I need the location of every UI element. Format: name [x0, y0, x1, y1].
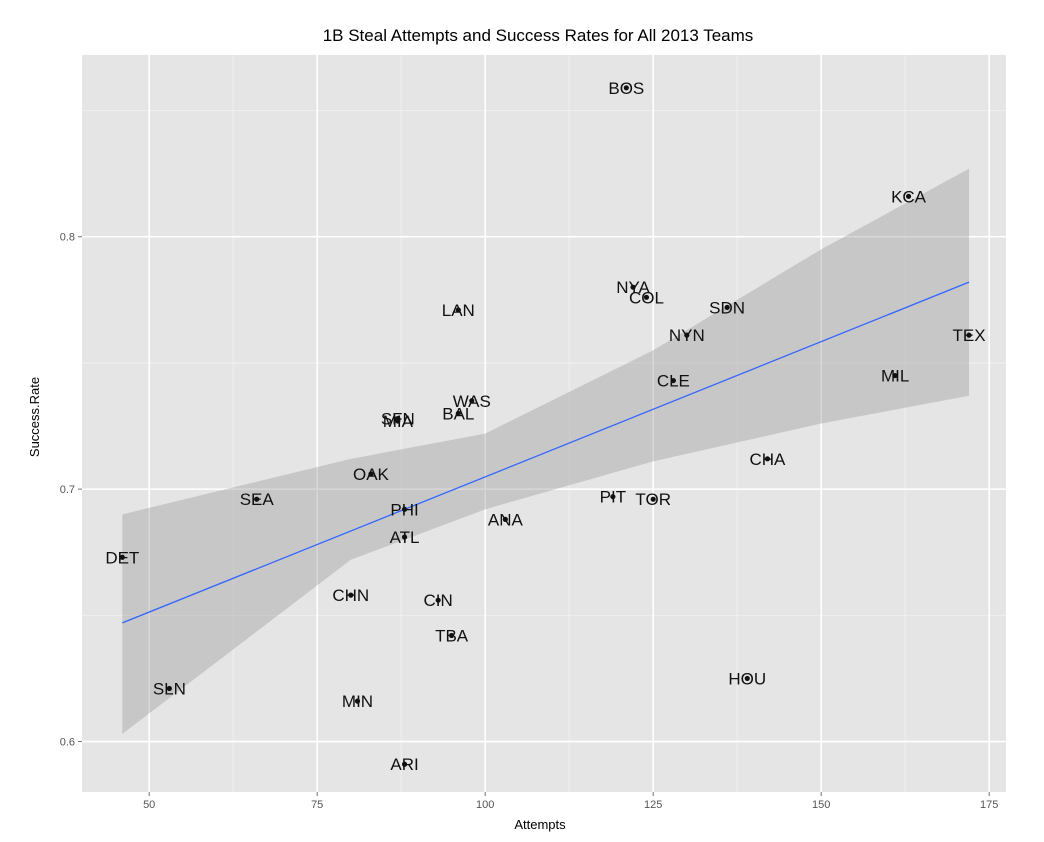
team-label: TBA — [435, 627, 469, 646]
y-tick-label: 0.6 — [60, 737, 75, 749]
y-tick-label: 0.7 — [60, 484, 75, 496]
data-point — [905, 193, 912, 199]
data-point — [354, 698, 361, 704]
data-point — [724, 304, 730, 310]
team-label: CIN — [424, 591, 453, 610]
data-point — [744, 675, 750, 682]
team-label: COL — [629, 288, 664, 307]
data-point — [469, 398, 475, 404]
data-point — [670, 377, 676, 384]
x-tick-label: 75 — [311, 799, 323, 811]
data-point — [395, 418, 401, 424]
team-label: SEA — [240, 490, 275, 509]
data-point — [401, 506, 408, 512]
confidence-band — [122, 168, 970, 734]
team-label: MIL — [881, 367, 909, 386]
team-label: ARI — [390, 755, 418, 774]
data-point — [368, 471, 374, 477]
team-label: NYA — [616, 278, 650, 297]
data-point — [650, 496, 656, 502]
x-tick-label: 50 — [143, 799, 155, 811]
data-point — [455, 307, 461, 313]
team-label: DET — [105, 548, 139, 567]
team-label: LAN — [442, 301, 475, 320]
team-label: KCA — [891, 187, 927, 206]
x-tick-label: 150 — [812, 799, 830, 811]
data-point — [630, 284, 636, 290]
team-label: CHA — [749, 450, 786, 469]
x-tick-label: 175 — [980, 799, 998, 811]
x-tick-label: 125 — [644, 799, 662, 811]
team-label: BOS — [608, 79, 644, 98]
team-label: CLE — [657, 372, 690, 391]
team-label: CHN — [332, 586, 369, 605]
team-label: BAL — [442, 404, 474, 423]
y-tick-label: 0.8 — [60, 232, 75, 244]
team-label: WAS — [453, 392, 491, 411]
team-label: TOR — [635, 490, 671, 509]
panel-background — [82, 55, 1006, 792]
team-label: PIT — [600, 488, 626, 507]
x-axis-title: Attempts — [514, 817, 566, 832]
data-point — [623, 85, 629, 91]
team-label: HOU — [728, 669, 766, 688]
data-point — [892, 372, 898, 379]
data-point — [449, 632, 455, 639]
data-point — [348, 592, 354, 598]
team-label: OAK — [353, 465, 390, 484]
trend-line — [122, 281, 970, 624]
data-point — [610, 494, 616, 500]
data-point — [502, 516, 508, 523]
data-point — [119, 554, 125, 560]
data-point — [643, 294, 650, 300]
team-label: SDN — [709, 298, 745, 317]
team-label: MIA — [383, 412, 414, 431]
team-label: ANA — [488, 510, 524, 529]
x-tick-label: 100 — [476, 799, 494, 811]
team-label: ATL — [390, 528, 420, 547]
data-point — [401, 761, 408, 767]
team-label: MIN — [342, 692, 373, 711]
data-point — [764, 456, 771, 462]
team-label: NYN — [669, 326, 705, 345]
team-label: PHI — [390, 500, 418, 519]
data-point — [684, 332, 690, 338]
y-axis-title: Success.Rate — [27, 377, 42, 457]
data-point — [254, 496, 260, 502]
plot-panel: BOSKCANYACOLSDNLANNYNTEXMILCLEWASBALSFNM… — [82, 55, 1006, 792]
team-label: TEX — [953, 326, 986, 345]
data-point — [435, 597, 441, 603]
data-point — [166, 685, 172, 692]
team-label: SLN — [153, 680, 186, 699]
data-point — [966, 332, 972, 338]
chart-title: 1B Steal Attempts and Success Rates for … — [323, 26, 754, 45]
data-point — [401, 534, 408, 540]
data-point — [455, 410, 461, 417]
